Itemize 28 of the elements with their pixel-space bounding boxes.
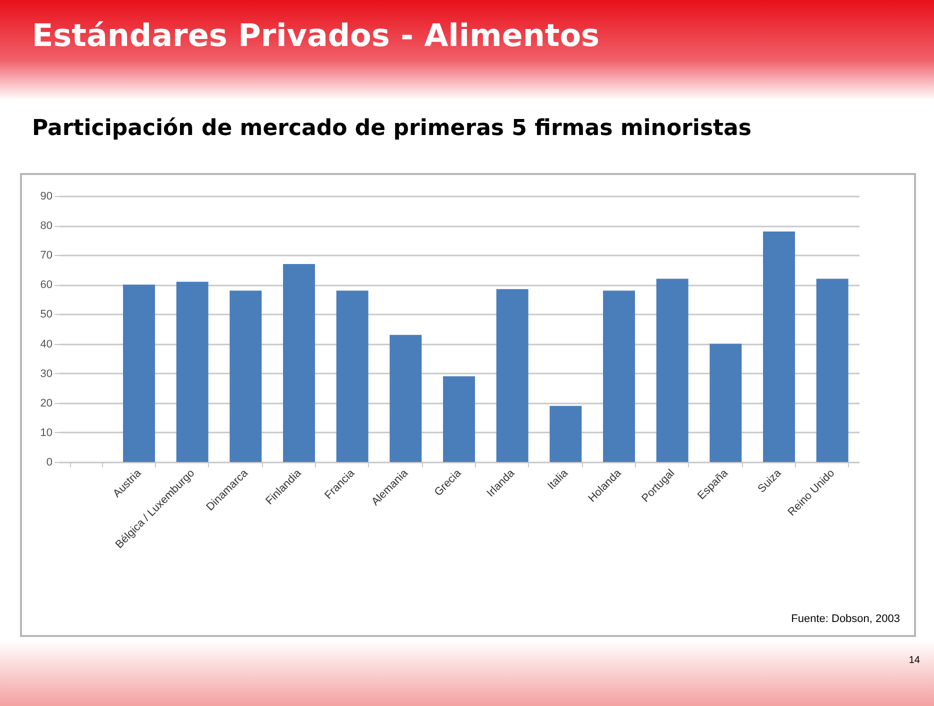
y-tick-label: 60 (40, 279, 52, 292)
bar (230, 290, 262, 462)
y-tick-label: 50 (40, 308, 52, 321)
bar (550, 406, 582, 462)
chart-subtitle: Participación de mercado de primeras 5 firmas minoristas (32, 116, 752, 141)
text: 14 (908, 655, 920, 666)
bar (336, 290, 368, 462)
bar (443, 376, 475, 462)
bar (283, 264, 315, 462)
y-tick-label: 40 (40, 338, 52, 350)
y-tick-label: 90 (40, 190, 52, 202)
y-tick-label: 0 (46, 456, 52, 468)
y-tick-label: 10 (40, 426, 52, 439)
y-tick-label: 70 (40, 250, 52, 262)
source-note: Fuente: Dobson, 2003 (791, 613, 900, 625)
bar (656, 278, 688, 462)
bar (176, 282, 208, 462)
bar (603, 290, 635, 462)
bar (123, 284, 155, 462)
bar (710, 344, 742, 462)
bar (390, 334, 422, 462)
y-tick-label: 20 (40, 397, 52, 410)
chart-title: Estándares Privados - Alimentos (32, 18, 600, 54)
bar (816, 278, 848, 462)
y-tick-label: 80 (40, 220, 52, 232)
bar (763, 231, 795, 462)
y-tick-label: 30 (40, 368, 52, 380)
bar (496, 289, 528, 462)
